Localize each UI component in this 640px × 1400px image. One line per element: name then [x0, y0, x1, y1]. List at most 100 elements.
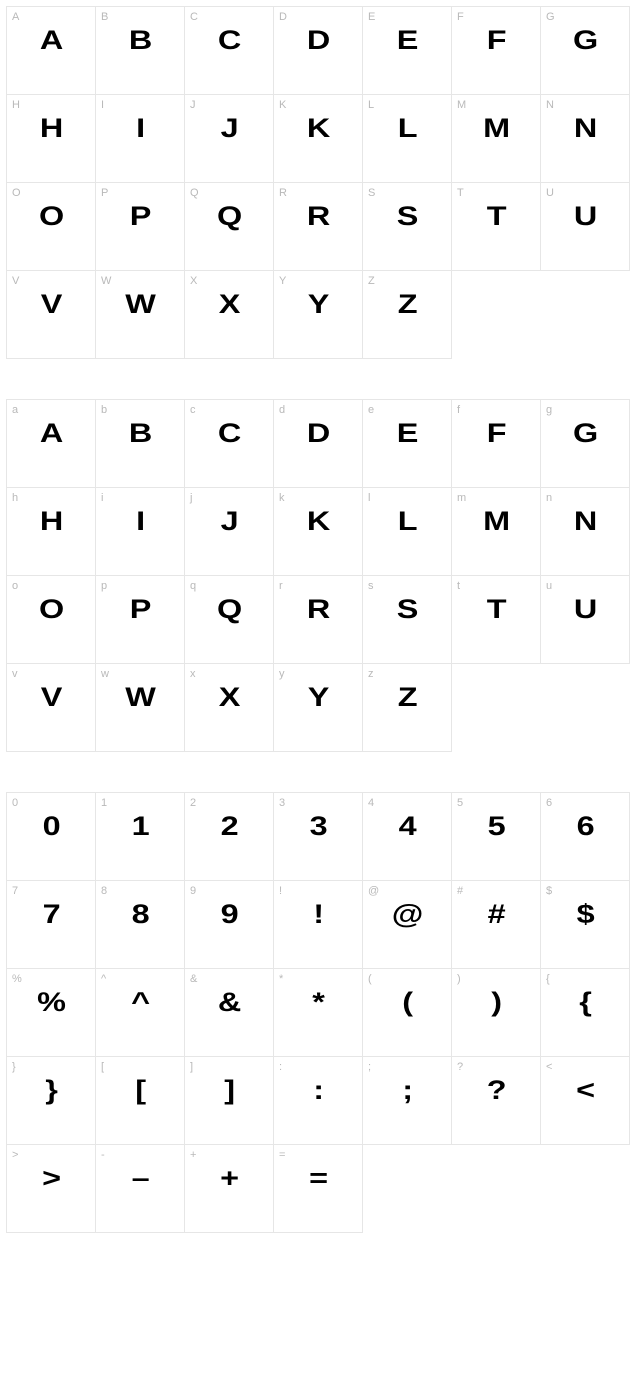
glyph-cell[interactable]: aA — [7, 400, 96, 488]
glyph-key-label: ? — [457, 1061, 463, 1073]
glyph-cell[interactable]: MM — [452, 95, 541, 183]
glyph-key-label: y — [279, 668, 285, 680]
glyph-cell[interactable]: @@ — [363, 881, 452, 969]
glyph-cell[interactable]: KK — [274, 95, 363, 183]
glyph-cell[interactable]: hH — [7, 488, 96, 576]
glyph-cell[interactable]: HH — [7, 95, 96, 183]
glyph-cell[interactable]: pP — [96, 576, 185, 664]
glyph-key-label: f — [457, 404, 460, 416]
glyph-cell[interactable]: kK — [274, 488, 363, 576]
glyph-key-label: h — [12, 492, 18, 504]
glyph-key-label: C — [190, 11, 198, 23]
glyph-cell[interactable]: II — [96, 95, 185, 183]
glyph-cell[interactable]: AA — [7, 7, 96, 95]
glyph-cell[interactable]: $$ — [541, 881, 630, 969]
glyph-cell[interactable]: EE — [363, 7, 452, 95]
glyph-cell[interactable]: bB — [96, 400, 185, 488]
glyph-cell[interactable]: ]] — [185, 1057, 274, 1145]
glyph-cell[interactable]: !! — [274, 881, 363, 969]
glyph-key-label: : — [279, 1061, 282, 1073]
glyph-cell[interactable]: && — [185, 969, 274, 1057]
glyph-cell[interactable]: ?? — [452, 1057, 541, 1145]
glyph-cell[interactable]: nN — [541, 488, 630, 576]
glyph-cell[interactable]: OO — [7, 183, 96, 271]
glyph-key-label: + — [190, 1149, 196, 1161]
glyph-cell[interactable]: :: — [274, 1057, 363, 1145]
glyph-cell[interactable]: xX — [185, 664, 274, 752]
glyph-cell[interactable]: cC — [185, 400, 274, 488]
glyph-cell[interactable]: }} — [7, 1057, 96, 1145]
glyph-cell[interactable]: [[ — [96, 1057, 185, 1145]
glyph-cell[interactable]: 44 — [363, 793, 452, 881]
glyph-cell[interactable]: vV — [7, 664, 96, 752]
glyph-cell[interactable]: fF — [452, 400, 541, 488]
glyph-cell[interactable]: yY — [274, 664, 363, 752]
glyph-cell[interactable]: JJ — [185, 95, 274, 183]
glyph-cell[interactable]: lL — [363, 488, 452, 576]
glyph-cell[interactable]: ** — [274, 969, 363, 1057]
glyph-cell[interactable]: -– — [96, 1145, 185, 1233]
glyph-cell[interactable]: ;; — [363, 1057, 452, 1145]
glyph-cell[interactable]: PP — [96, 183, 185, 271]
glyph-cell[interactable]: qQ — [185, 576, 274, 664]
glyph-cell[interactable]: iI — [96, 488, 185, 576]
glyph-cell[interactable]: 22 — [185, 793, 274, 881]
glyph-cell[interactable]: 77 — [7, 881, 96, 969]
glyph-cell[interactable]: 88 — [96, 881, 185, 969]
glyph-cell[interactable]: ZZ — [363, 271, 452, 359]
glyph-cell[interactable]: rR — [274, 576, 363, 664]
glyph-cell[interactable]: 66 — [541, 793, 630, 881]
glyph-cell[interactable]: CC — [185, 7, 274, 95]
glyph-key-label: I — [101, 99, 104, 111]
glyph-cell[interactable]: %% — [7, 969, 96, 1057]
glyph-cell[interactable]: DD — [274, 7, 363, 95]
glyph-cell[interactable]: (( — [363, 969, 452, 1057]
charmap-row: OOPPQQRRSSTTUU — [7, 183, 630, 271]
glyph-cell[interactable]: TT — [452, 183, 541, 271]
glyph-cell[interactable]: WW — [96, 271, 185, 359]
glyph-cell[interactable]: FF — [452, 7, 541, 95]
glyph-key-label: m — [457, 492, 466, 504]
glyph-cell[interactable]: LL — [363, 95, 452, 183]
glyph-key-label: d — [279, 404, 285, 416]
glyph-key-label: q — [190, 580, 196, 592]
glyph-cell[interactable]: >> — [7, 1145, 96, 1233]
glyph-cell[interactable]: {{ — [541, 969, 630, 1057]
glyph-cell[interactable]: 99 — [185, 881, 274, 969]
glyph-cell[interactable]: jJ — [185, 488, 274, 576]
glyph-key-label: W — [101, 275, 111, 287]
glyph-cell[interactable]: mM — [452, 488, 541, 576]
glyph-cell[interactable]: uU — [541, 576, 630, 664]
charmap-row: >>-–++== — [7, 1145, 630, 1233]
glyph-cell[interactable]: 11 — [96, 793, 185, 881]
glyph-cell[interactable]: sS — [363, 576, 452, 664]
glyph-cell[interactable]: GG — [541, 7, 630, 95]
glyph-cell[interactable]: oO — [7, 576, 96, 664]
glyph-cell[interactable]: XX — [185, 271, 274, 359]
glyph-cell[interactable]: tT — [452, 576, 541, 664]
glyph-cell[interactable]: == — [274, 1145, 363, 1233]
glyph-cell[interactable]: ## — [452, 881, 541, 969]
glyph-cell[interactable]: BB — [96, 7, 185, 95]
glyph-cell[interactable]: 00 — [7, 793, 96, 881]
glyph-cell[interactable]: UU — [541, 183, 630, 271]
glyph-cell[interactable]: NN — [541, 95, 630, 183]
glyph-cell[interactable]: wW — [96, 664, 185, 752]
glyph-cell[interactable]: << — [541, 1057, 630, 1145]
glyph-cell[interactable]: gG — [541, 400, 630, 488]
glyph-cell[interactable]: dD — [274, 400, 363, 488]
glyph-cell[interactable]: SS — [363, 183, 452, 271]
glyph-cell[interactable]: eE — [363, 400, 452, 488]
glyph-cell[interactable]: zZ — [363, 664, 452, 752]
glyph-cell[interactable]: YY — [274, 271, 363, 359]
glyph-cell[interactable]: ++ — [185, 1145, 274, 1233]
glyph-cell[interactable]: RR — [274, 183, 363, 271]
glyph-cell[interactable]: VV — [7, 271, 96, 359]
glyph-cell[interactable]: ^^ — [96, 969, 185, 1057]
glyph-cell[interactable]: QQ — [185, 183, 274, 271]
glyph-cell[interactable]: 55 — [452, 793, 541, 881]
glyph-cell[interactable]: )) — [452, 969, 541, 1057]
glyph-cell[interactable]: 33 — [274, 793, 363, 881]
glyph-key-label: G — [546, 11, 555, 23]
glyph-key-label: E — [368, 11, 375, 23]
